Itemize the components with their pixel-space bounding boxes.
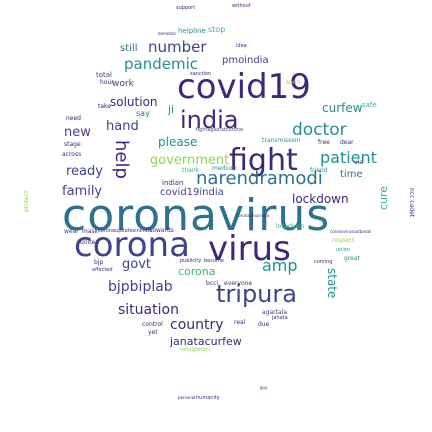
word-thank: thank <box>182 167 200 174</box>
word-rahulgandhi: rahulgandhi <box>180 347 210 353</box>
word-still: still <box>120 43 138 54</box>
word-fight: fight <box>229 143 298 178</box>
word-ready: ready <box>66 164 103 179</box>
word-coronavirusindia: coronavirusindia <box>236 213 270 218</box>
word-stop: stop <box>208 25 226 34</box>
word-patient: patient <box>320 148 377 167</box>
word-bjpbiplab: bjpbiplab <box>108 279 173 295</box>
word-corona-small: corona <box>178 265 216 278</box>
word-bcci: bcci <box>206 280 219 287</box>
word-coronavirus: coronavirus <box>62 190 331 241</box>
word-covid19: covid19 <box>177 67 311 107</box>
word-control: control <box>142 321 163 328</box>
word-friend: friend <box>310 167 328 174</box>
word-publicity: publicity <box>180 258 202 264</box>
word-janatacurfew: janatacurfew <box>170 335 242 348</box>
word-lockdown: lockdown <box>292 192 349 206</box>
word-guy: guy <box>260 385 268 390</box>
word-indian: indian <box>162 179 184 187</box>
word-towards: towards <box>150 227 174 234</box>
word-idea: idea <box>236 43 247 49</box>
word-country: country <box>170 317 224 333</box>
word-lockdown-small: lockdown <box>276 223 305 230</box>
word-domestic: domestic <box>158 31 177 36</box>
word-say: say <box>136 109 150 118</box>
word-affected: affected <box>92 267 113 273</box>
word-yet: yet <box>148 329 158 336</box>
word-fightagainstcorona: fightagainstcorona <box>196 127 243 133</box>
word-help: help <box>111 140 132 179</box>
word-humanity: humanity <box>196 395 220 401</box>
word-personal: personal <box>178 395 196 400</box>
word-become: become <box>204 258 225 264</box>
word-without: without <box>232 3 251 9</box>
word-work: work <box>112 79 134 89</box>
word-medium: medium <box>212 165 237 172</box>
word-helpline: helpline <box>178 27 206 35</box>
word-ncc-cadet: ncc cadet <box>408 188 415 218</box>
word-curfew: curfew <box>322 101 363 115</box>
word-janata: janata <box>272 315 288 321</box>
word-pmoindia: pmoindia <box>222 55 269 66</box>
word-take: take <box>98 103 111 110</box>
word-union: union <box>336 247 350 253</box>
word-great: great <box>344 255 360 262</box>
word-free: free <box>318 139 330 146</box>
word-tripura: tripura <box>216 280 297 308</box>
word-real: real <box>234 319 246 326</box>
word-state: state <box>325 268 339 299</box>
word-situation: situation <box>118 302 179 318</box>
word-safe: safe <box>362 101 377 109</box>
word-soon: soon <box>286 79 301 86</box>
word-total: total <box>96 71 113 79</box>
word-coming: coming <box>314 259 333 265</box>
word-corona: corona <box>74 225 190 265</box>
word-coronaupdatesinindia: coronaupdatesinindia <box>98 228 153 234</box>
word-coronavirusoutbreak: coronavirusoutbreak <box>330 229 372 234</box>
word-everyone: everyone <box>224 280 253 287</box>
word-support: support <box>176 5 196 11</box>
word-dear: dear <box>340 139 354 146</box>
word-government: government <box>150 153 230 168</box>
word-hand: hand <box>106 119 139 134</box>
word-covid19india: covid19india <box>160 187 224 198</box>
word-bjp: bjp <box>94 259 104 266</box>
word-transmission: transmission <box>262 137 301 144</box>
word-need: need <box>66 115 81 122</box>
word-wear: wear <box>64 228 79 235</box>
word-doctor: doctor <box>292 120 347 140</box>
word-hour: hour <box>100 79 114 86</box>
word-govt: govt <box>122 257 151 272</box>
word-united: united <box>80 239 100 246</box>
word-please: please <box>158 135 198 149</box>
word-mask: mask <box>82 228 99 235</box>
word-virus: virus <box>208 229 291 269</box>
word-solution: solution <box>110 95 158 109</box>
word-via: via <box>354 159 363 166</box>
word-cure: cure <box>377 185 390 210</box>
word-across: across <box>62 151 82 158</box>
word-family: family <box>62 184 103 199</box>
word-ji: ji <box>168 103 175 116</box>
word-sanction: sanction <box>190 71 212 77</box>
word-agartala: agartala <box>262 309 288 316</box>
word-time: time <box>340 169 363 180</box>
word-india: india <box>180 106 239 134</box>
word-pandemic: pandemic <box>124 55 198 73</box>
word-narendramodi: narendramodi <box>196 168 323 189</box>
word-stage: stage <box>64 141 81 148</box>
word-protect: protect <box>23 190 30 212</box>
word-respect: respect <box>332 237 355 244</box>
word-due: due <box>258 321 270 328</box>
word-new: new <box>64 125 91 140</box>
word-amp: amp <box>262 256 298 275</box>
word-number: number <box>148 38 207 56</box>
